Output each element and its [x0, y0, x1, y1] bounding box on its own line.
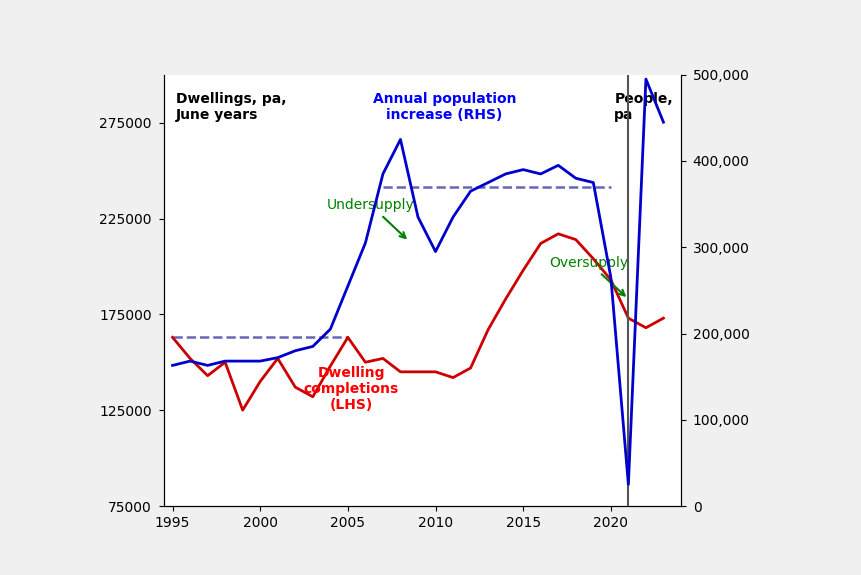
- Text: Undersupply: Undersupply: [326, 198, 414, 238]
- Text: Annual population
increase (RHS): Annual population increase (RHS): [372, 92, 516, 122]
- Text: Oversupply: Oversupply: [548, 255, 628, 296]
- Text: People,
pa: People, pa: [614, 92, 672, 122]
- Text: Dwelling
completions
(LHS): Dwelling completions (LHS): [303, 366, 399, 412]
- Text: Dwellings, pa,
June years: Dwellings, pa, June years: [176, 92, 286, 122]
